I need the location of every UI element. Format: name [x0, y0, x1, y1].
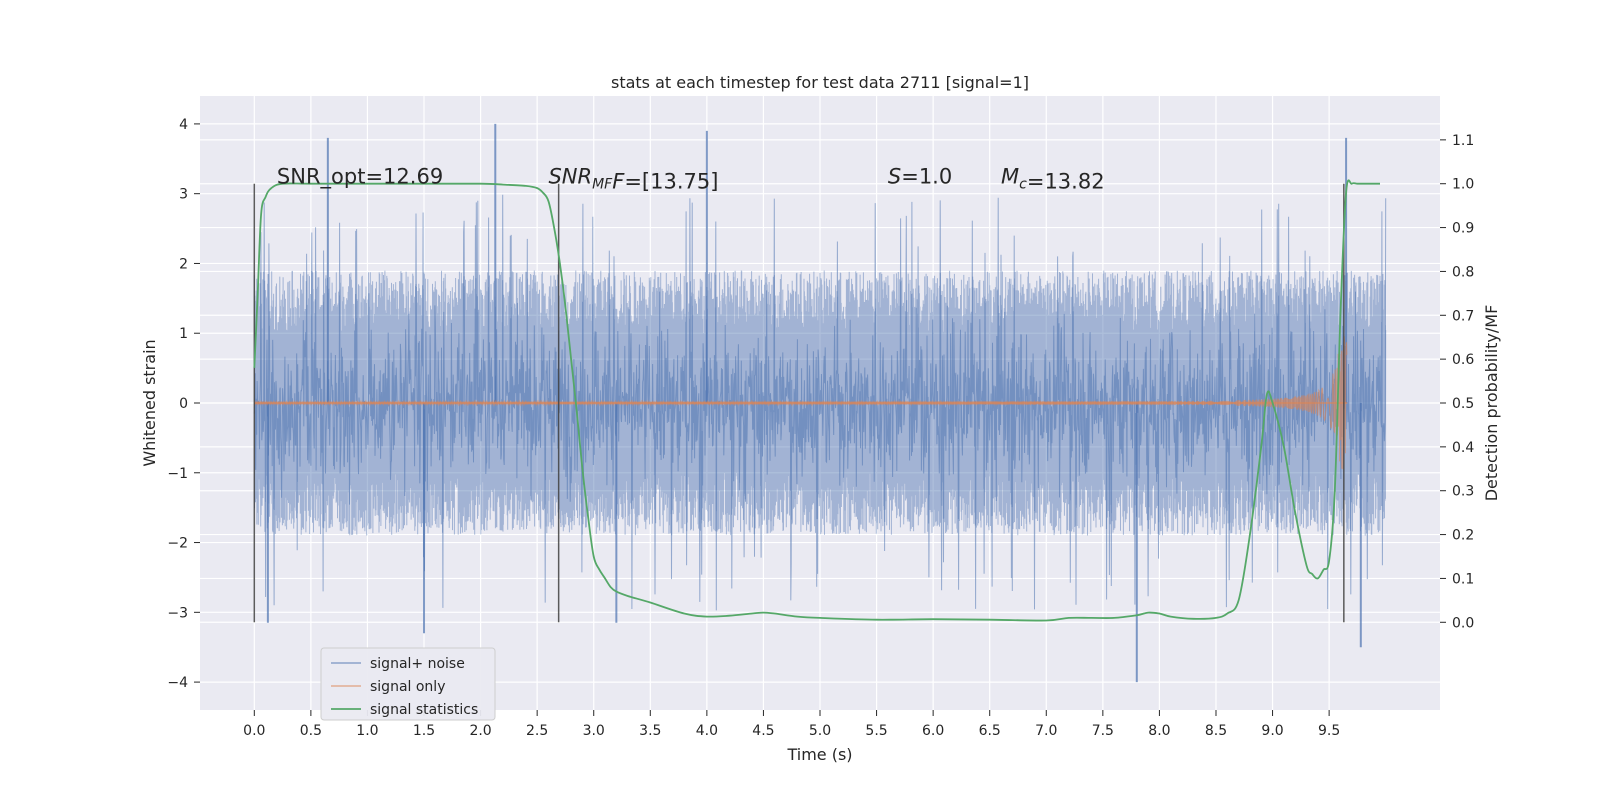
- y-tick-label: −1: [167, 466, 188, 482]
- annotation-text: Mc=13.82: [1001, 165, 1105, 194]
- y-tick-label: 2: [179, 256, 188, 272]
- y-tick-label: 3: [179, 187, 188, 203]
- x-tick-label: 3.5: [639, 723, 661, 739]
- legend-label-signal-only: signal only: [370, 679, 445, 695]
- y-tick-label: 1: [179, 326, 188, 342]
- x-tick-label: 7.0: [1035, 723, 1057, 739]
- y2-tick-label: 0.8: [1452, 264, 1474, 280]
- x-tick-label: 2.0: [469, 723, 491, 739]
- y-axis-left: 4 3 2 1 0 −1 −2 −3 −4: [167, 117, 200, 691]
- y2-tick-label: 0.1: [1452, 571, 1474, 587]
- y2-axis-label: Detection probability/MF: [1482, 305, 1501, 502]
- x-tick-label: 1.0: [356, 723, 378, 739]
- x-tick-label: 0.5: [300, 723, 322, 739]
- x-tick-label: 4.5: [752, 723, 774, 739]
- x-tick-label: 6.0: [922, 723, 944, 739]
- y2-tick-label: 0.6: [1452, 352, 1474, 368]
- y2-tick-label: 0.4: [1452, 440, 1474, 456]
- y-tick-label: −3: [167, 605, 188, 621]
- chart-title: stats at each timestep for test data 271…: [611, 73, 1029, 92]
- y2-tick-label: 0.2: [1452, 528, 1474, 544]
- x-tick-label: 4.0: [696, 723, 718, 739]
- x-tick-label: 7.5: [1092, 723, 1114, 739]
- x-tick-label: 8.0: [1148, 723, 1170, 739]
- y-tick-label: −4: [167, 675, 188, 691]
- y-axis-right: 1.1 1.0 0.9 0.8 0.7 0.6 0.5 0.4 0.3 0.2 0.1 0.0: [1440, 133, 1474, 631]
- signal-statistics-series: [253, 179, 1380, 622]
- y-axis-label: Whitened strain: [140, 339, 159, 466]
- x-tick-label: 6.5: [979, 723, 1001, 739]
- y2-tick-label: 1.1: [1452, 133, 1474, 149]
- y2-tick-label: 0.7: [1452, 308, 1474, 324]
- x-axis-label: Time (s): [786, 745, 852, 764]
- annotations: SNR_opt=12.69 SNRMFF=[13.75] S=1.0 Mc=13.82: [277, 165, 1105, 194]
- y2-tick-label: 0.3: [1452, 484, 1474, 500]
- x-tick-label: 5.5: [865, 723, 887, 739]
- y2-tick-label: 0.0: [1452, 615, 1474, 631]
- x-tick-label: 0.0: [243, 723, 265, 739]
- annotation-text: SNR_opt=12.69: [277, 165, 443, 190]
- x-tick-label: 8.5: [1205, 723, 1227, 739]
- legend-label-signal-noise: signal+ noise: [370, 656, 465, 672]
- legend-label-signal-statistics: signal statistics: [370, 702, 478, 718]
- y2-tick-label: 1.0: [1452, 177, 1474, 193]
- x-axis: 0.0 0.5 1.0 1.5 2.0 2.5 3.0 3.5 4.0 4.5 5.0 5.5 6.0 6…: [243, 710, 1340, 739]
- x-tick-label: 9.5: [1318, 723, 1340, 739]
- x-tick-label: 9.0: [1261, 723, 1283, 739]
- y2-tick-label: 0.9: [1452, 221, 1474, 237]
- y-tick-label: −2: [167, 536, 188, 552]
- y-tick-label: 4: [179, 117, 188, 133]
- signal-only-series: [253, 336, 1348, 470]
- x-tick-label: 2.5: [526, 723, 548, 739]
- signal-statistics-line: [253, 179, 1380, 622]
- x-tick-label: 5.0: [809, 723, 831, 739]
- x-tick-label: 3.0: [583, 723, 605, 739]
- y2-tick-label: 0.5: [1452, 396, 1474, 412]
- signal-noise-core: [253, 270, 1387, 536]
- annotation-text: SNRMFF=[13.75]: [548, 165, 718, 194]
- annotation-text: S=1.0: [888, 165, 952, 189]
- y-tick-label: 0: [179, 396, 188, 412]
- legend: signal+ noise signal only signal statist…: [320, 647, 496, 721]
- legend-box: [320, 647, 496, 721]
- x-tick-label: 1.5: [413, 723, 435, 739]
